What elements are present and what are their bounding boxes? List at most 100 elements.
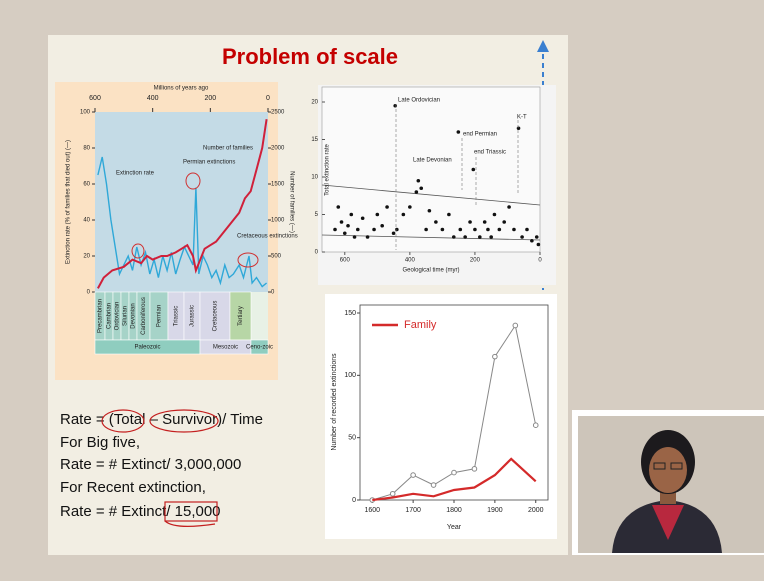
point (512, 228, 516, 232)
era-label: Paleozoic (134, 345, 160, 351)
x-tick-label: 200 (470, 258, 481, 264)
annotation: end Triassic (474, 150, 506, 156)
point (376, 213, 380, 217)
y2-tick-label: 500 (271, 254, 282, 260)
y-tick-label: 50 (348, 435, 356, 442)
lecture-frame: Problem of scale Family Rate = (Total – … (0, 0, 764, 581)
point (393, 104, 397, 108)
point (457, 130, 461, 134)
y-tick-label: 100 (80, 110, 91, 116)
annotation: K-T (517, 115, 527, 121)
point (535, 235, 539, 239)
y2-tick-label: 2500 (271, 110, 285, 116)
point (431, 483, 436, 488)
period-label: Triassic (174, 306, 180, 326)
text-line: For Recent extinction, (60, 479, 206, 496)
period-label: Ordovician (115, 302, 121, 331)
y-tick-label: 150 (344, 310, 356, 317)
point (525, 228, 529, 232)
period-label: Precambrian (98, 299, 104, 333)
point (408, 205, 412, 209)
point (507, 205, 511, 209)
point (340, 220, 344, 224)
slide-title: Problem of scale (222, 44, 398, 69)
point (395, 228, 399, 232)
y-axis-title: Total extinction rate (325, 143, 331, 195)
annotation: Cretaceous extinctions (237, 234, 298, 240)
point (486, 228, 490, 232)
point (513, 323, 518, 328)
point (498, 228, 502, 232)
point (356, 228, 360, 232)
period-label: Silurian (123, 306, 129, 326)
point (468, 220, 472, 224)
period-label: Cretaceous (213, 301, 219, 332)
annotation: Number of families (203, 146, 253, 152)
point (447, 213, 451, 217)
point (415, 190, 419, 194)
point (424, 228, 428, 232)
point (537, 243, 541, 247)
period-label: Devonian (131, 303, 137, 328)
annotation: Late Devonian (413, 158, 452, 164)
point (336, 205, 340, 209)
point (517, 126, 521, 130)
point (502, 220, 506, 224)
period-label: Carboniferous (141, 297, 147, 335)
period-label: Permian (157, 305, 163, 327)
point (333, 228, 337, 232)
point (458, 228, 462, 232)
point (346, 224, 350, 228)
annotation: end Permian (463, 132, 497, 138)
point (392, 231, 396, 235)
point (452, 470, 457, 475)
point (428, 209, 432, 213)
text-line: For Big five, (60, 434, 140, 451)
point (520, 235, 524, 239)
legend-label: Family (404, 319, 437, 331)
point (530, 239, 534, 243)
point (493, 213, 497, 217)
y-tick-label: 20 (83, 254, 90, 260)
x-axis-title: Year (447, 524, 462, 531)
x-tick-label: 1800 (446, 507, 462, 514)
point (349, 213, 353, 217)
annotation: Late Ordovician (398, 98, 440, 104)
top-right-plot-area (322, 87, 540, 252)
point (483, 220, 487, 224)
point (463, 235, 467, 239)
axis-title: Millions of years ago (154, 86, 209, 92)
era-label: Ceno-zoic (246, 345, 273, 351)
left-plot-area (95, 112, 268, 292)
period-label: Tertiary (238, 306, 244, 326)
point (452, 235, 456, 239)
y-tick-label: 80 (83, 146, 90, 152)
point (533, 423, 538, 428)
point (472, 467, 477, 472)
point (434, 220, 438, 224)
annotation: Extinction rate (116, 171, 155, 177)
y-axis-title: Extinction rate (% of families that died… (66, 140, 72, 264)
y-tick-label: 15 (311, 137, 318, 143)
x-tick-label: 1700 (405, 507, 421, 514)
point (385, 205, 389, 209)
period-label: Jurassic (190, 305, 196, 327)
annotation: Permian extinctions (183, 160, 235, 166)
text-line: Rate = # Extinct/ 15,000 (60, 503, 221, 520)
x-tick-label: 0 (266, 95, 270, 102)
point (390, 491, 395, 496)
y2-axis-title: Number of families (—) (288, 171, 294, 233)
point (402, 213, 406, 217)
x-tick-label: 400 (147, 95, 159, 102)
y2-tick-label: 1500 (271, 182, 285, 188)
point (419, 186, 423, 190)
x-tick-label: 1600 (364, 507, 380, 514)
y2-tick-label: 2000 (271, 146, 285, 152)
point (372, 228, 376, 232)
y-tick-label: 20 (311, 100, 318, 106)
era-label: Mesozoic (213, 345, 238, 351)
point (489, 235, 493, 239)
x-tick-label: 600 (340, 258, 351, 264)
point (471, 168, 475, 172)
point (478, 235, 482, 239)
